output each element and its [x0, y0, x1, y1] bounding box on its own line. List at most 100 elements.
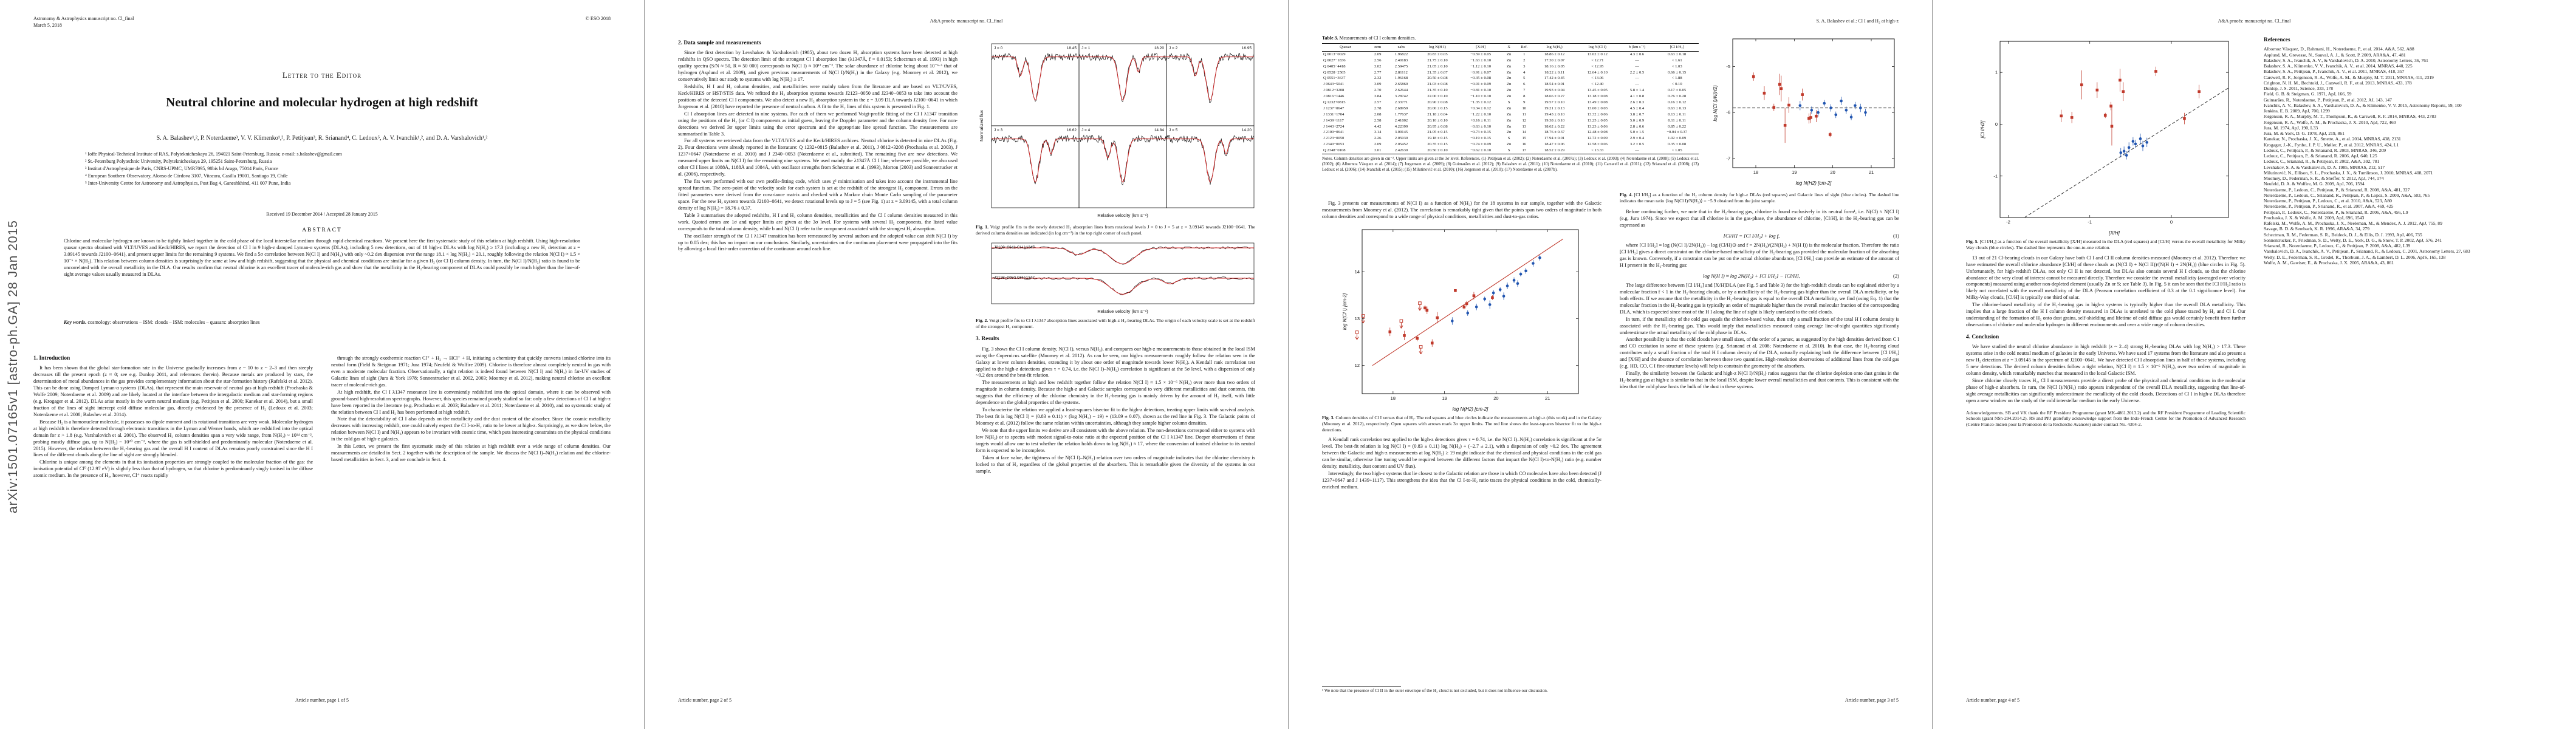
svg-text:18.20: 18.20	[1154, 46, 1165, 50]
figure-1-label: Fig. 1.	[976, 224, 989, 230]
reference-entry: Noterdaeme, P., Ledoux, C., Srianand, R.…	[2264, 192, 2430, 198]
reference-entry: Carswell, R. F., Jorgenson, R. A., Wolfe…	[2264, 74, 2434, 80]
page2-column-2: J = 0 18.45 J = 1 18.20 J = 2 16.95 J = 3 16.62…	[976, 40, 1255, 690]
section-1-heading: 1. Introduction	[33, 355, 70, 361]
page2-column-1: 2. Data sample and measurements Since th…	[678, 40, 957, 690]
reference-entry: Jorgenson, R. A., Wolfe, A. M., & Procha…	[2264, 119, 2396, 125]
paragraph: In turn, if the metallicity of the cold …	[1620, 316, 1899, 335]
reference-entry: Noterdaeme, P., Petitjean, P., Srianand,…	[2264, 204, 2394, 210]
paragraph: Interestingly, the two high-z systems th…	[1322, 471, 1601, 490]
figure-4-caption: Fig. 4. [Cl I/H₂] as a function of the H…	[1620, 192, 1900, 204]
abstract-text: Chlorine and molecular hydrogen are know…	[64, 238, 580, 277]
reference-entry: Jorgenson, R. A., Murphy, M. T., Thompso…	[2264, 114, 2436, 120]
paragraph: The oscillator strength of the Cl I λ134…	[678, 233, 957, 252]
paragraph: We have studied the neutral chlorine abu…	[1966, 344, 2245, 377]
svg-text:14.20: 14.20	[1242, 128, 1252, 132]
table-row: J 0816+1446 3.84 3.28742 22.00 ± 0.10 −1.10 …	[1323, 94, 1687, 99]
author-list: S. A. Balashev¹,², P. Noterdaeme³, V. V.…	[156, 135, 488, 142]
reference-entry: Ivanchik, A. V., Balashev, S. A., Varsha…	[2264, 102, 2462, 108]
reference-entry: Balashev, S. A., Klimenko, V. V., Ivanch…	[2264, 63, 2413, 69]
svg-text:18: 18	[1753, 169, 1758, 175]
svg-text:Relative velocity (km s⁻¹): Relative velocity (km s⁻¹)	[1097, 213, 1148, 218]
table-row: J 1237+0647 2.78 2.68959 20.00 ± 0.15 +0.34 …	[1323, 106, 1687, 111]
column-header: zem	[1368, 43, 1387, 52]
page-3: S. A. Balashev et al.: Cl I and H₂ at hi…	[1288, 0, 1932, 729]
column-header: X	[1502, 43, 1516, 52]
column-header: [Cl I/H₂]	[1655, 43, 1699, 52]
reference-entry: Kanekar, N., Prochaska, J. X., Smette, A…	[2264, 136, 2401, 142]
keywords-line: Key words. cosmology: observations – ISM…	[64, 320, 580, 325]
results-right-text-b: where [Cl I/H₂] ≡ log (N(Cl I)/2N(H₂)) −…	[1620, 242, 1899, 270]
column-header: log N(Cl I)	[1575, 43, 1619, 52]
reference-entry: Srianand, R., Noterdaeme, P., Ledoux, C.…	[2264, 243, 2411, 249]
figure-3-label: Fig. 3.	[1322, 414, 1335, 420]
figure-1: J = 0 18.45 J = 1 18.20 J = 2 16.95 J = 3 16.62…	[976, 40, 1255, 236]
paragraph: The measurements at high and low redshif…	[976, 380, 1255, 406]
column-header: b (km s⁻¹)	[1619, 43, 1656, 52]
page4-column-1: -2 -1 0 -1 0 1 [X/H] [Cl I/H2] Fig. 5. [Cl I/H₂…	[1966, 36, 2245, 693]
table-body: Q 0013−0029 2.09 1.96822 20.83 ± 0.05 −0.59 …	[1322, 51, 1699, 154]
svg-text:0: 0	[2170, 219, 2173, 225]
equation-2: log N(H I) ≈ log 2N(H₂) + [Cl I/H₂] − [C…	[1620, 273, 1899, 279]
svg-text:20: 20	[1493, 395, 1498, 401]
table-row: Q 1232+0815 2.57 2.33771 20.90 ± 0.08 −1.35 …	[1323, 100, 1687, 105]
svg-text:16.95: 16.95	[1242, 46, 1252, 50]
section-3-text: Fig. 3 shows the Cl I column density, N(…	[976, 346, 1255, 476]
paragraph: Cl I absorption lines are detected in ni…	[678, 111, 957, 137]
manuscript-info: Astronomy & Astrophysics manuscript no. …	[33, 16, 134, 29]
svg-text:J2100−0641 Cl I λ1347: J2100−0641 Cl I λ1347	[994, 245, 1035, 250]
svg-text:1: 1	[1995, 70, 1998, 75]
reference-entry: Jenkins, E. B. 2009, ApJ, 700, 1299	[2264, 108, 2330, 114]
paragraph: Fig. 3 presents our measurements of N(Cl…	[1322, 200, 1601, 219]
section-4-heading: 4. Conclusion	[1966, 334, 1999, 341]
page2-footer: Article number, page 2 of 5	[678, 697, 732, 703]
affiliation: ² St.-Petersburg Polytechnic University,…	[85, 159, 272, 164]
page2-running-head: A&A proofs: manuscript no. Cl_final	[930, 18, 1003, 24]
table-row: J 0643−5041 3.09 2.65860 21.03 ± 0.08 −0.91 …	[1323, 82, 1682, 87]
figure-1-caption: Fig. 1. Voigt profile fits to the newly …	[976, 224, 1255, 236]
keywords-label: Key words.	[64, 320, 87, 325]
equation-1: [Cl/H] = [Cl I/H₂] + log f, (1)	[1620, 233, 1899, 239]
svg-text:J = 1: J = 1	[1081, 46, 1091, 50]
svg-text:log N(H2) [cm-2]: log N(H2) [cm-2]	[1453, 406, 1488, 412]
article-type: Letter to the Editor	[282, 70, 362, 80]
table-row: J 1439+1117 2.58 2.41802 20.10 ± 0.10 +0.16 …	[1323, 118, 1686, 123]
keywords-text: cosmology: observations – ISM: clouds – …	[87, 320, 260, 325]
reference-entry: Ledoux, C., Petitjean, P., & Srianand, R…	[2264, 147, 2386, 153]
figure-4-scatter-plot: 18 19 20 21 -7 -6 -5 log N(H2) [cm-2] log N(Cl I…	[1713, 38, 1895, 186]
page1-footer: Article number, page 1 of 5	[295, 697, 349, 703]
paragraph: To characterise the relation we applied …	[976, 407, 1255, 426]
reference-entry: Crighton, N. H. M., Bechtold, J., Carswe…	[2264, 80, 2412, 86]
table-row: Q 0405−4418 3.02 2.59475 21.05 ± 0.10 −1.12 …	[1323, 64, 1682, 69]
intro-column-1: It has been shown that the global star-f…	[33, 365, 313, 480]
equation-2-body: log N(H I) ≈ log 2N(H₂) + [Cl I/H₂] − [C…	[1702, 272, 1801, 279]
figure-2-caption: Fig. 2. Voigt profile fits to Cl I λ1347…	[976, 317, 1255, 329]
svg-text:log N(H2) [cm-2]: log N(H2) [cm-2]	[1796, 180, 1832, 186]
column-header: Quasar	[1322, 43, 1369, 52]
paragraph: Note that the detectability of Cl I also…	[331, 416, 611, 442]
discussion-text: 13 out of 21 Cl-bearing clouds in our Ga…	[1966, 255, 2245, 329]
page1-running-head: Astronomy & Astrophysics manuscript no. …	[33, 16, 611, 29]
paragraph: Because H₂ is a homonuclear molecule, it…	[33, 419, 313, 458]
results-right-text-a: Before continuing further, we note that …	[1620, 209, 1899, 230]
paragraph: Since chlorine closely traces H₂, Cl I m…	[1966, 378, 2245, 403]
page3-column-2: Fig. 4. [Cl I/H₂] as a function of the H…	[1620, 192, 1899, 694]
svg-text:-2: -2	[2006, 219, 2010, 225]
references-heading: References	[2264, 37, 2290, 43]
reference-entry: Field, G. B. & Steigman, G. 1971, ApJ, 1…	[2264, 91, 2352, 97]
paragraph: The large difference between [Cl I/H₂] a…	[1620, 282, 1899, 315]
paragraph: through the strongly exothermic reaction…	[331, 355, 611, 388]
svg-text:20: 20	[1830, 169, 1835, 175]
table-label: Table 3.	[1322, 35, 1338, 41]
figure-3-scatter-plot: 18 19 20 21 12 13 14 log N(H2) [cm-2] log N(Cl I…	[1342, 229, 1579, 412]
manuscript-id: Astronomy & Astrophysics manuscript no. …	[33, 16, 134, 21]
paragraph: The chlorine-based metallicity of the H₂…	[1966, 302, 2245, 328]
paragraph: Another possibility is that the cold clo…	[1620, 337, 1899, 369]
reference-entry: Ledoux, C., Petitjean, P., & Srianand, R…	[2264, 153, 2377, 159]
reference-entry: Sonnentrucker, P., Friedman, S. D., Welt…	[2264, 237, 2442, 243]
results-left-text: A Kendall rank correlation test applied …	[1322, 437, 1601, 491]
svg-text:J = 0: J = 0	[994, 46, 1003, 50]
svg-text:21: 21	[1869, 169, 1874, 175]
svg-text:16.62: 16.62	[1067, 128, 1077, 132]
